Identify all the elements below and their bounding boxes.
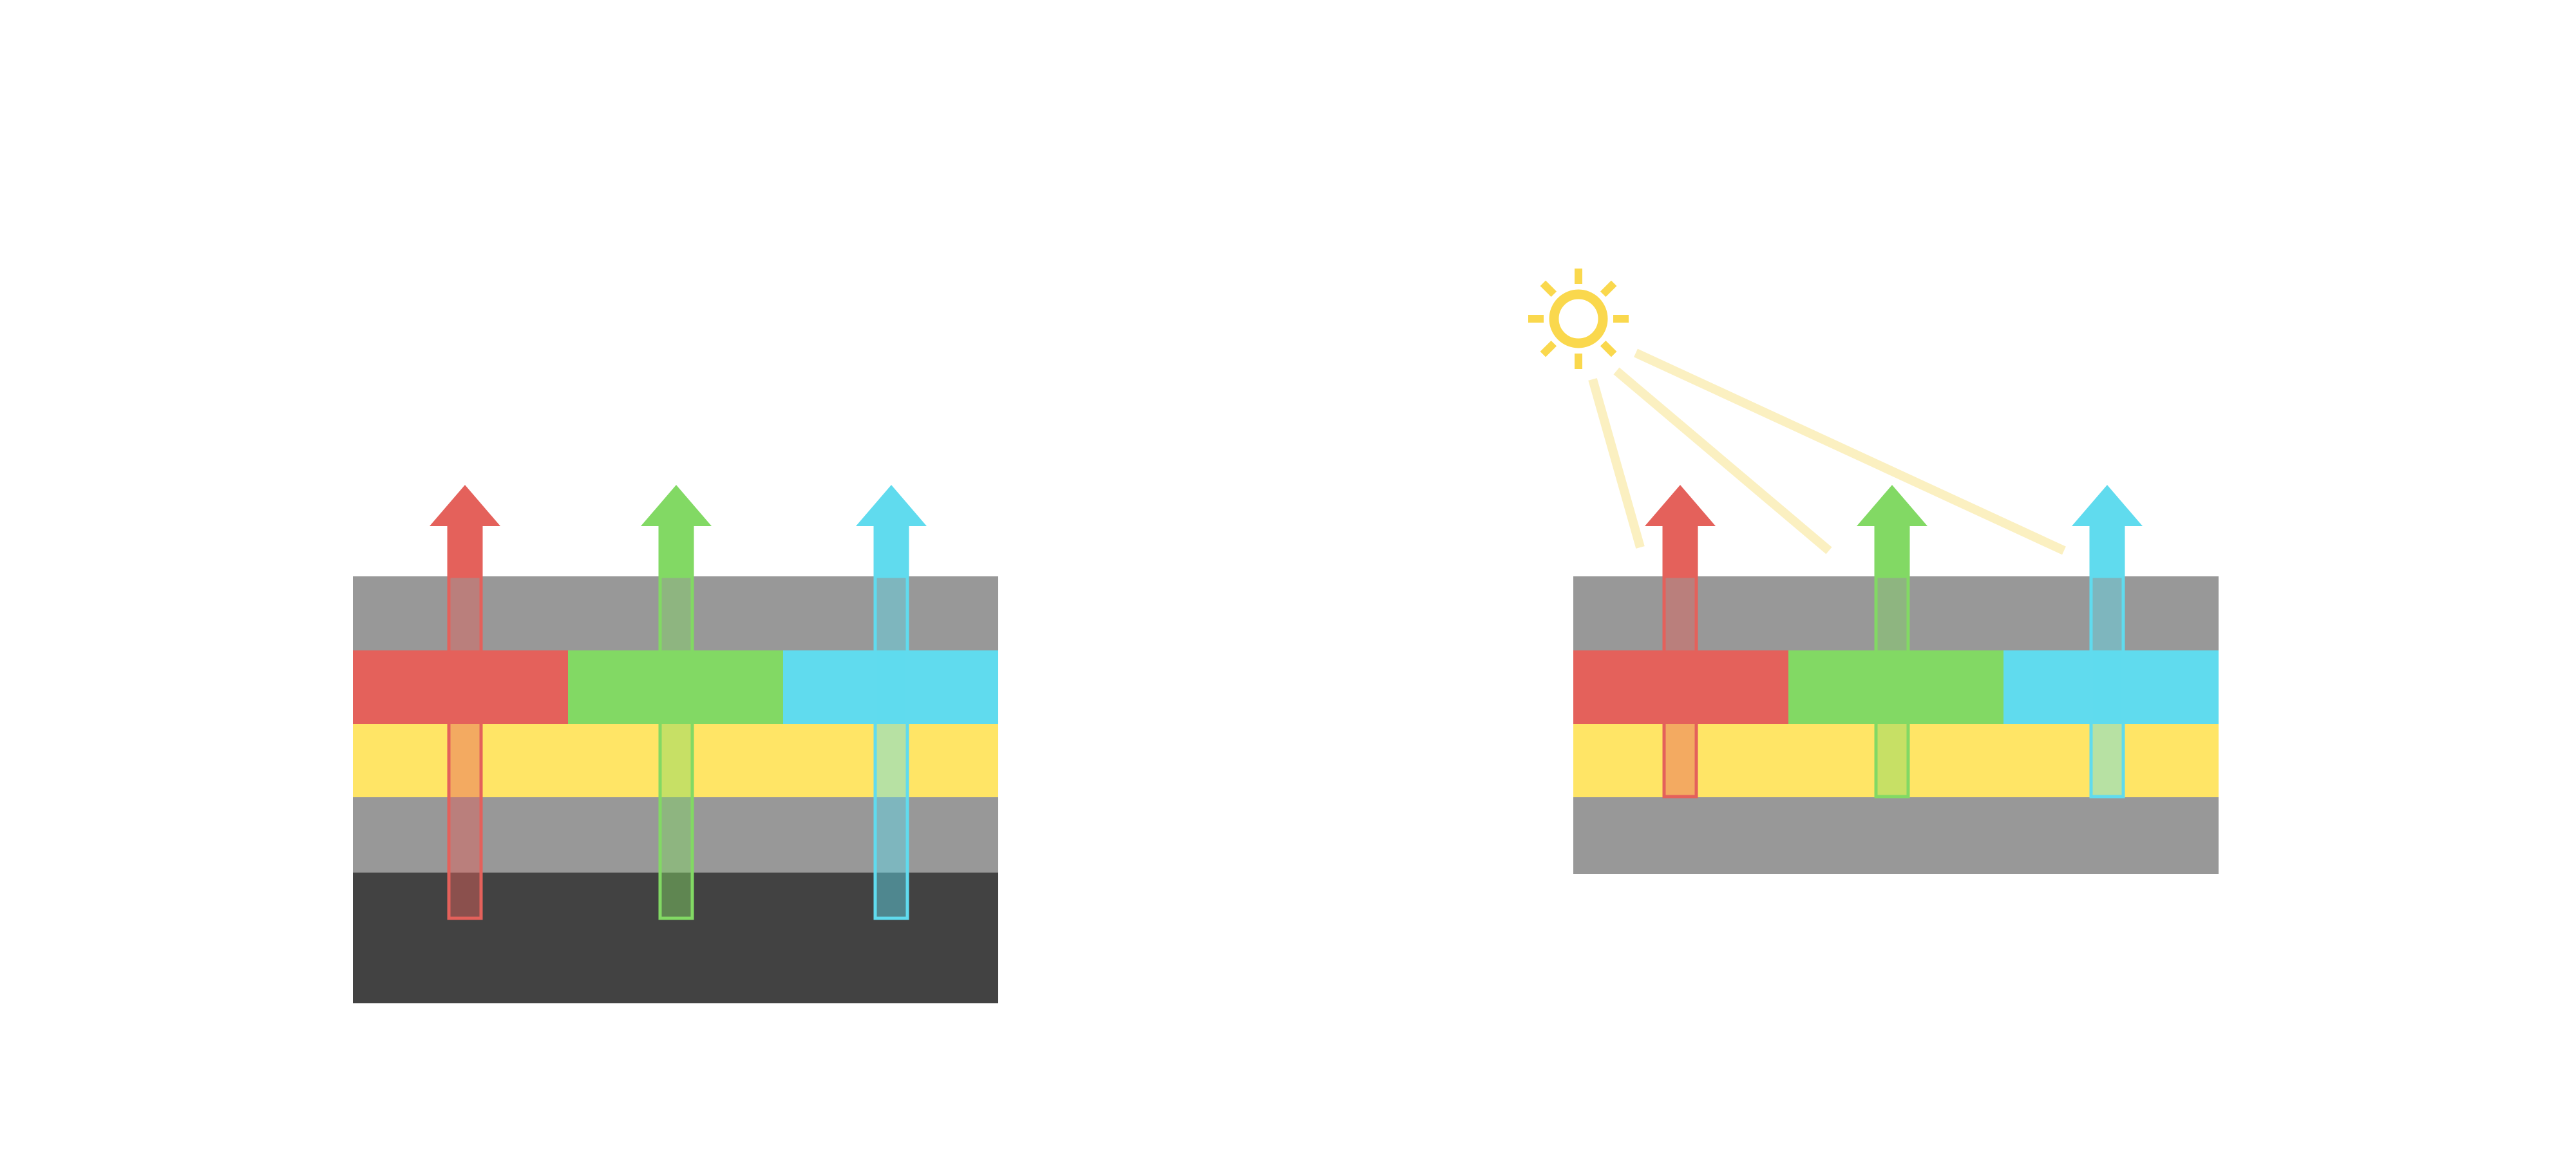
arrow-head <box>2072 485 2143 577</box>
blue-light-arrow <box>2072 485 2143 799</box>
red-light-arrow <box>430 485 500 920</box>
red-subpixel-segment <box>1573 650 1788 724</box>
arrow-through-layers <box>873 574 909 920</box>
top-gray-layer <box>353 576 998 650</box>
bottom-gray-layer <box>353 797 998 873</box>
sun-ray <box>1588 378 1645 549</box>
sun-icon <box>1528 269 1629 369</box>
arrow-head <box>1645 485 1716 577</box>
sun-tick <box>1600 340 1617 357</box>
left-display-stack <box>353 485 998 1003</box>
blue-subpixel-segment <box>783 650 998 724</box>
arrow-head <box>856 485 927 577</box>
sun-ray <box>1634 348 2066 555</box>
top-gray-layer <box>1573 576 2219 650</box>
arrow-head <box>430 485 500 577</box>
sun-tick <box>1600 280 1617 298</box>
sun-tick <box>1540 280 1557 298</box>
sun-ray <box>1613 367 1832 554</box>
layer-stack <box>1573 576 2219 874</box>
arrow-head <box>1857 485 1927 577</box>
yellow-layer <box>1573 724 2219 797</box>
right-display-stack <box>1528 269 2219 874</box>
layer-stack <box>353 576 998 1003</box>
blue-light-arrow <box>856 485 927 920</box>
sun-ring <box>1549 289 1608 348</box>
blue-subpixel-segment <box>2003 650 2219 724</box>
green-light-arrow <box>641 485 712 920</box>
arrow-through-layers <box>2089 574 2125 799</box>
dark-backplane-layer <box>353 873 998 1003</box>
yellow-layer <box>353 724 998 797</box>
green-subpixel-segment <box>568 650 783 724</box>
arrow-through-layers <box>658 574 694 920</box>
red-subpixel-segment <box>353 650 568 724</box>
sun-tick <box>1540 340 1557 357</box>
arrow-through-layers <box>447 574 483 920</box>
green-light-arrow <box>1857 485 1927 799</box>
red-light-arrow <box>1645 485 1716 799</box>
arrow-head <box>641 485 712 577</box>
arrow-through-layers <box>1874 574 1910 799</box>
arrow-through-layers <box>1662 574 1698 799</box>
green-subpixel-segment <box>1788 650 2003 724</box>
bottom-gray-layer <box>1573 797 2219 874</box>
